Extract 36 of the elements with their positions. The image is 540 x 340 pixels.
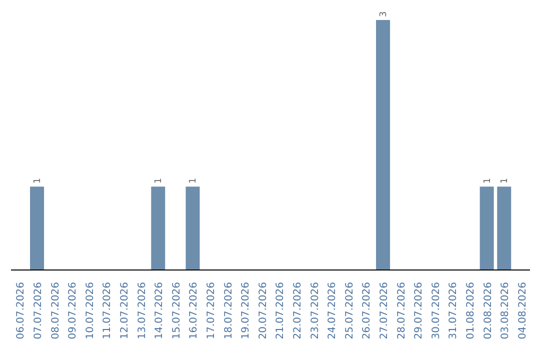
- x-tick-label: 22.07.2026: [292, 282, 304, 340]
- x-tick-label: 01.08.2026: [465, 282, 476, 340]
- x-tick-label: 19.07.2026: [240, 282, 252, 340]
- data-label: 1: [33, 178, 44, 184]
- data-label: 1: [500, 178, 510, 184]
- x-tick-label: 28.07.2026: [396, 282, 408, 340]
- x-tick-label: 30.07.2026: [430, 282, 442, 340]
- x-tick-label: 04.08.2026: [517, 282, 528, 340]
- data-label: 1: [154, 178, 164, 184]
- x-tick-label: 03.08.2026: [500, 282, 512, 340]
- x-tick-label: 16.07.2026: [188, 282, 200, 340]
- data-label: 3: [379, 11, 390, 17]
- x-tick-label: 27.07.2026: [378, 282, 390, 340]
- x-tick-label: 23.07.2026: [310, 282, 321, 340]
- data-label: 1: [482, 178, 493, 184]
- x-tick-label: 31.07.2026: [448, 282, 460, 340]
- x-tick-label: 14.07.2026: [154, 282, 166, 340]
- x-tick-label: 17.07.2026: [206, 282, 217, 340]
- x-tick-label: 24.07.2026: [327, 282, 338, 340]
- x-tick-label: 10.07.2026: [84, 282, 96, 340]
- x-tick-label: 06.07.2026: [16, 282, 27, 340]
- x-tick-label: 18.07.2026: [223, 282, 234, 340]
- x-tick-label: 08.07.2026: [50, 282, 62, 340]
- x-tick-label: 12.07.2026: [119, 282, 130, 340]
- x-tick-label: 07.07.2026: [32, 282, 44, 340]
- x-tick-label: 11.07.2026: [102, 282, 114, 340]
- x-tick-label: 20.07.2026: [258, 282, 269, 340]
- x-tick-label: 02.08.2026: [482, 282, 494, 340]
- x-tick-label: 26.07.2026: [362, 282, 373, 340]
- x-tick-label: 25.07.2026: [344, 282, 356, 340]
- x-tick-label: 29.07.2026: [414, 282, 425, 340]
- x-tick-label: 09.07.2026: [68, 282, 79, 340]
- x-tick-label: 21.07.2026: [275, 282, 286, 340]
- data-label: 1: [188, 178, 199, 184]
- x-tick-label: 15.07.2026: [171, 282, 182, 340]
- x-tick-label: 13.07.2026: [136, 282, 148, 340]
